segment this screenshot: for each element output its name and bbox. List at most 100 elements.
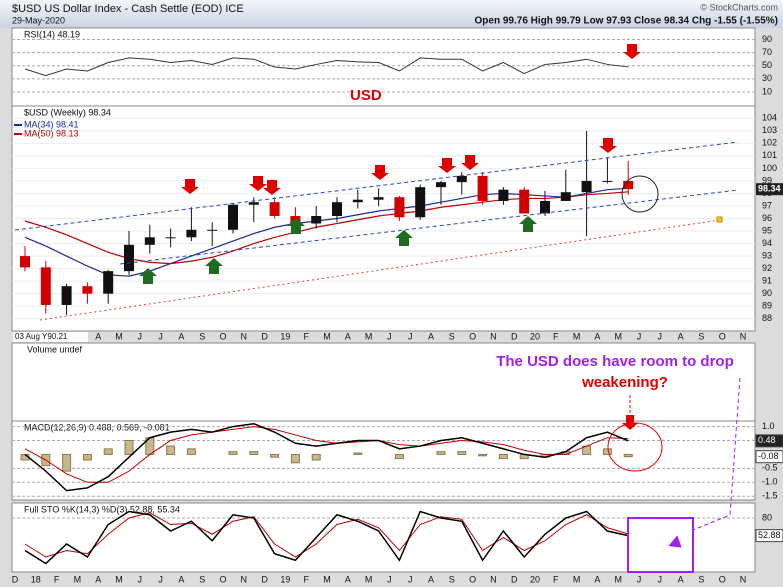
x-tick-label: J bbox=[158, 331, 163, 341]
y-tick-label: 90 bbox=[762, 288, 772, 298]
candle-body bbox=[540, 200, 550, 214]
panel-label: Full STO %K(14,3) %D(3) 52.88, 55.34 bbox=[24, 504, 180, 514]
y-tick-label: 102 bbox=[762, 138, 777, 148]
candle-body bbox=[332, 202, 342, 216]
x-tick-label: O bbox=[719, 331, 726, 341]
x-tick-label: J bbox=[138, 574, 143, 584]
y-tick-label: 92 bbox=[762, 263, 772, 273]
candle-body bbox=[124, 244, 134, 272]
candle-body bbox=[498, 189, 509, 201]
y-tick-label: 94 bbox=[762, 238, 772, 248]
histogram-bar bbox=[228, 451, 238, 455]
k-line bbox=[24, 510, 629, 565]
x-tick-label: M bbox=[115, 331, 123, 341]
x-tick-label: D bbox=[511, 331, 518, 341]
panel-label: Volume undef bbox=[27, 344, 83, 354]
volume-panel bbox=[11, 342, 756, 422]
x-tick-label: J bbox=[408, 331, 413, 341]
x-tick-label: D bbox=[261, 331, 268, 341]
candle-body bbox=[394, 197, 405, 218]
candle-body bbox=[477, 175, 488, 201]
histogram-bar bbox=[82, 453, 92, 461]
value-badge bbox=[755, 434, 783, 448]
candle-body bbox=[82, 286, 93, 294]
x-tick-label: O bbox=[219, 331, 226, 341]
histogram-bar bbox=[436, 451, 446, 455]
y-tick-label: 89 bbox=[762, 301, 772, 311]
x-tick-label: N bbox=[490, 574, 497, 584]
x-tick-label: M bbox=[74, 574, 82, 584]
x-tick-label: J bbox=[658, 574, 663, 584]
y-tick-label: 1.0 bbox=[762, 421, 775, 431]
x-tick-label: M bbox=[323, 574, 331, 584]
title: $USD US Dollar Index - Cash Settle (EOD)… bbox=[12, 3, 244, 15]
x-tick-label: A bbox=[594, 574, 600, 584]
x-tick-label: D bbox=[12, 574, 19, 584]
panel-label: $USD (Weekly) 98.34 bbox=[24, 107, 111, 117]
macd-line bbox=[24, 423, 629, 492]
x-tick-label: M bbox=[573, 574, 581, 584]
annotations: USD The USD does have room to drop weake… bbox=[13, 44, 741, 573]
x-tick-label: F bbox=[553, 574, 559, 584]
x-tick-label: 19 bbox=[280, 574, 290, 584]
histogram-bar bbox=[394, 453, 404, 460]
x-tick-label: S bbox=[698, 331, 704, 341]
pointer bbox=[692, 377, 741, 531]
histogram-bar bbox=[311, 453, 321, 461]
value-badge-label: 52.88 bbox=[758, 530, 781, 540]
y-tick-label: 97 bbox=[762, 200, 772, 210]
box bbox=[627, 517, 694, 573]
candle-body bbox=[560, 192, 571, 201]
histogram-bar bbox=[623, 453, 633, 458]
y-tick-label: 99 bbox=[762, 175, 772, 185]
histogram-bar bbox=[62, 453, 72, 472]
x-tick-label: F bbox=[303, 574, 309, 584]
y-tick-label: 95 bbox=[762, 225, 772, 235]
x-tick-label: O bbox=[719, 574, 726, 584]
legend-label: MA(34) 98.41 bbox=[24, 119, 79, 129]
channel-top bbox=[14, 141, 739, 231]
candle-body bbox=[581, 180, 592, 193]
value-badge-label: -0.08 bbox=[758, 451, 779, 461]
annotation: USD bbox=[350, 87, 382, 104]
x-tick-label: S bbox=[199, 331, 205, 341]
y-tick-label: -0.5 bbox=[762, 463, 778, 473]
annotation: The USD does have room to drop bbox=[496, 353, 734, 370]
panel-label: RSI(14) 48.19 bbox=[24, 29, 80, 39]
y-tick-label: -1.0 bbox=[762, 477, 778, 487]
d-line bbox=[24, 512, 629, 558]
candle-body bbox=[186, 229, 197, 238]
y-tick-label: 104 bbox=[762, 113, 777, 123]
value-badge bbox=[756, 183, 783, 196]
x-tick-label: J bbox=[138, 331, 143, 341]
value-badge-label: 0.48 bbox=[758, 435, 776, 445]
candle-body bbox=[311, 215, 322, 224]
annotation: weakening? bbox=[581, 374, 668, 391]
x-tick-label: A bbox=[594, 331, 600, 341]
y-tick-label: 93 bbox=[762, 250, 772, 260]
value-badge bbox=[755, 529, 783, 543]
candle-body bbox=[415, 187, 426, 218]
y-tick-label: 91 bbox=[762, 276, 772, 286]
header-bar bbox=[0, 0, 783, 28]
x-tick-label: J bbox=[637, 331, 642, 341]
y-tick-label: 96 bbox=[762, 213, 772, 223]
x-tick-label: O bbox=[469, 331, 476, 341]
candle-body bbox=[373, 197, 384, 200]
candle-body bbox=[352, 199, 363, 203]
candle-body bbox=[436, 182, 446, 188]
x-tick-label: O bbox=[219, 574, 226, 584]
histogram-bar bbox=[353, 452, 363, 455]
x-tick-label: M bbox=[614, 331, 622, 341]
x-tick-label: S bbox=[449, 574, 455, 584]
red-arrows bbox=[181, 44, 641, 430]
x-tick-label: J bbox=[658, 331, 663, 341]
macd-panel bbox=[11, 420, 756, 501]
x-tick-label: F bbox=[54, 574, 60, 584]
value-badge bbox=[755, 450, 783, 464]
x-tick-label: J bbox=[387, 331, 392, 341]
x-tick-label: A bbox=[345, 574, 351, 584]
candle-body bbox=[165, 237, 176, 239]
y-tick-label: 101 bbox=[762, 150, 777, 160]
x-tick-label: N bbox=[490, 331, 497, 341]
